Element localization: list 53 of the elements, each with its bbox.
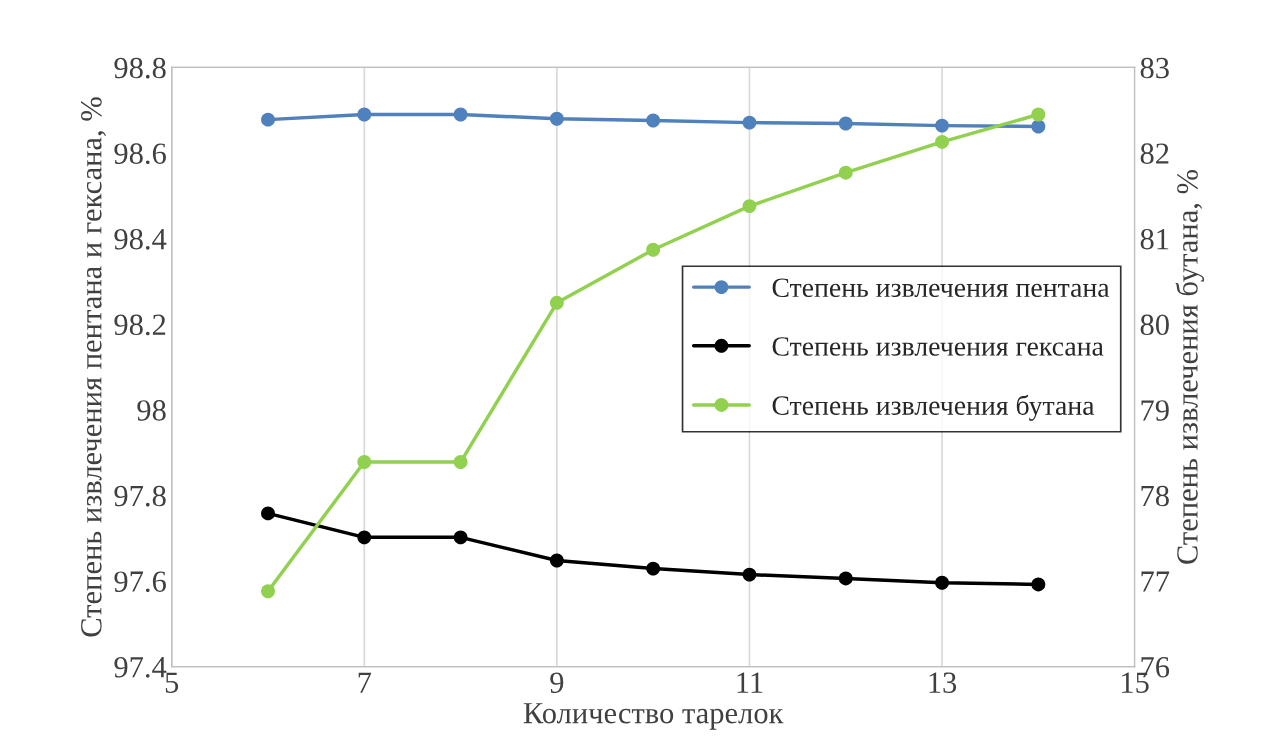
y-tick-label: 97.8 [114, 485, 166, 507]
y-tick-label: 97.6 [114, 571, 166, 593]
point [838, 165, 853, 180]
point [1031, 107, 1046, 122]
y2-tick-label: 82 [1140, 143, 1169, 164]
point [1031, 119, 1046, 134]
point [742, 115, 757, 130]
point [261, 112, 275, 127]
y-tick-label: 98.6 [114, 143, 166, 165]
point [549, 295, 564, 310]
point [357, 107, 372, 122]
point [453, 530, 468, 545]
point [357, 455, 372, 469]
y-tick-label: 98.2 [114, 314, 166, 336]
x-tick-label: 7 [358, 672, 372, 693]
point [646, 242, 661, 257]
y2-tick-label: 83 [1140, 57, 1169, 79]
point [453, 455, 468, 469]
point [549, 111, 564, 126]
point [261, 506, 275, 521]
y-tick-label: 98.4 [114, 228, 167, 250]
point [742, 199, 757, 214]
legend-label: Степень извлечения бутана [772, 394, 1095, 421]
x-tick-label: 11 [737, 672, 763, 693]
point [646, 561, 661, 576]
y-tick-label: 97.4 [114, 656, 167, 678]
legend-label: Степень извлечения пентана [772, 278, 1110, 298]
y2-tick-label: 78 [1141, 485, 1169, 507]
y-tick-label: 98 [137, 400, 166, 421]
point [935, 134, 949, 149]
y2-axis-title: Степень извлечения бутана, % [1175, 169, 1205, 564]
legend-label: Степень извлечения гексана [772, 337, 1104, 356]
point [549, 553, 564, 568]
point [453, 107, 468, 122]
point [838, 571, 853, 586]
point [1031, 577, 1046, 592]
x-tick-label: 13 [929, 672, 957, 693]
y2-tick-label: 81 [1140, 228, 1169, 250]
y-axis-title: Степень извлечения пентана и гексана, % [81, 97, 107, 637]
x-axis-title: Количество тарелок [523, 703, 784, 730]
point [357, 530, 372, 545]
point [261, 584, 275, 599]
point [935, 575, 949, 590]
y2-tick-label: 77 [1141, 571, 1170, 592]
point [838, 116, 853, 131]
point [935, 118, 949, 133]
y2-tick-label: 79 [1141, 400, 1169, 421]
y-tick-label: 98.8 [114, 57, 166, 79]
point [742, 567, 757, 582]
x-tick-label: 9 [550, 672, 564, 693]
x-tick-label: 5 [165, 672, 179, 693]
y2-tick-label: 80 [1140, 314, 1169, 336]
point [646, 113, 661, 128]
